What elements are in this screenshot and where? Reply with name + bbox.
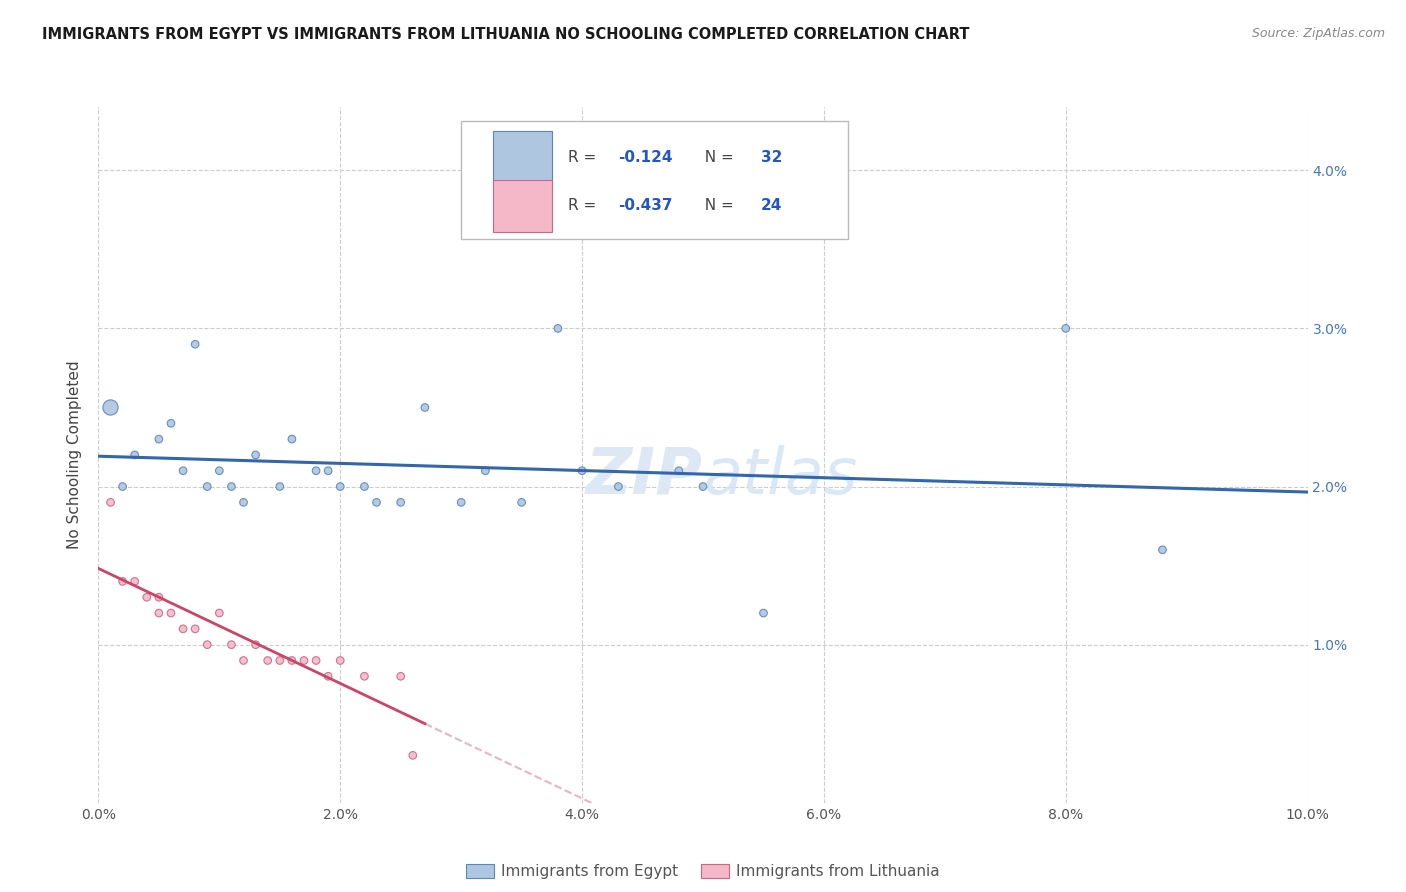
- Text: Source: ZipAtlas.com: Source: ZipAtlas.com: [1251, 27, 1385, 40]
- Point: [269, 653, 291, 667]
- Legend: Immigrants from Egypt, Immigrants from Lithuania: Immigrants from Egypt, Immigrants from L…: [460, 858, 946, 886]
- Point: [510, 495, 533, 509]
- Text: R =: R =: [568, 198, 600, 213]
- Point: [474, 464, 496, 478]
- Point: [450, 495, 472, 509]
- Point: [148, 591, 170, 605]
- Point: [172, 622, 194, 636]
- Point: [305, 653, 328, 667]
- Point: [232, 653, 254, 667]
- Point: [124, 448, 146, 462]
- Point: [668, 464, 690, 478]
- Point: [547, 321, 569, 335]
- Text: R =: R =: [568, 150, 600, 165]
- Point: [208, 606, 231, 620]
- Text: N =: N =: [695, 150, 738, 165]
- Point: [389, 495, 412, 509]
- Point: [316, 464, 339, 478]
- Point: [148, 606, 170, 620]
- Point: [100, 495, 122, 509]
- Point: [571, 464, 593, 478]
- Point: [245, 638, 267, 652]
- Point: [1054, 321, 1077, 335]
- Point: [111, 574, 134, 589]
- FancyBboxPatch shape: [492, 131, 553, 183]
- Point: [366, 495, 388, 509]
- Text: ZIP: ZIP: [586, 445, 703, 507]
- Point: [329, 479, 352, 493]
- Point: [195, 638, 218, 652]
- Point: [329, 653, 352, 667]
- Point: [208, 464, 231, 478]
- Point: [160, 606, 183, 620]
- Point: [184, 337, 207, 351]
- Text: N =: N =: [695, 198, 738, 213]
- Point: [160, 417, 183, 431]
- Point: [281, 432, 304, 446]
- Point: [245, 448, 267, 462]
- Point: [148, 432, 170, 446]
- Point: [316, 669, 339, 683]
- Text: 24: 24: [761, 198, 782, 213]
- Point: [100, 401, 122, 415]
- Point: [124, 574, 146, 589]
- Point: [1152, 542, 1174, 557]
- Point: [353, 669, 375, 683]
- Point: [135, 591, 157, 605]
- FancyBboxPatch shape: [492, 180, 553, 232]
- Point: [353, 479, 375, 493]
- Point: [221, 638, 243, 652]
- Point: [172, 464, 194, 478]
- Point: [607, 479, 630, 493]
- Text: -0.124: -0.124: [619, 150, 673, 165]
- FancyBboxPatch shape: [461, 121, 848, 239]
- Text: -0.437: -0.437: [619, 198, 673, 213]
- Point: [195, 479, 218, 493]
- Point: [752, 606, 775, 620]
- Point: [413, 401, 436, 415]
- Point: [692, 479, 714, 493]
- Text: atlas: atlas: [703, 445, 858, 507]
- Point: [256, 653, 278, 667]
- Text: IMMIGRANTS FROM EGYPT VS IMMIGRANTS FROM LITHUANIA NO SCHOOLING COMPLETED CORREL: IMMIGRANTS FROM EGYPT VS IMMIGRANTS FROM…: [42, 27, 970, 42]
- Point: [389, 669, 412, 683]
- Point: [184, 622, 207, 636]
- Point: [269, 479, 291, 493]
- Point: [281, 653, 304, 667]
- Point: [305, 464, 328, 478]
- Point: [232, 495, 254, 509]
- Point: [221, 479, 243, 493]
- Point: [402, 748, 425, 763]
- Point: [292, 653, 315, 667]
- Text: 32: 32: [761, 150, 782, 165]
- Y-axis label: No Schooling Completed: No Schooling Completed: [67, 360, 83, 549]
- Point: [111, 479, 134, 493]
